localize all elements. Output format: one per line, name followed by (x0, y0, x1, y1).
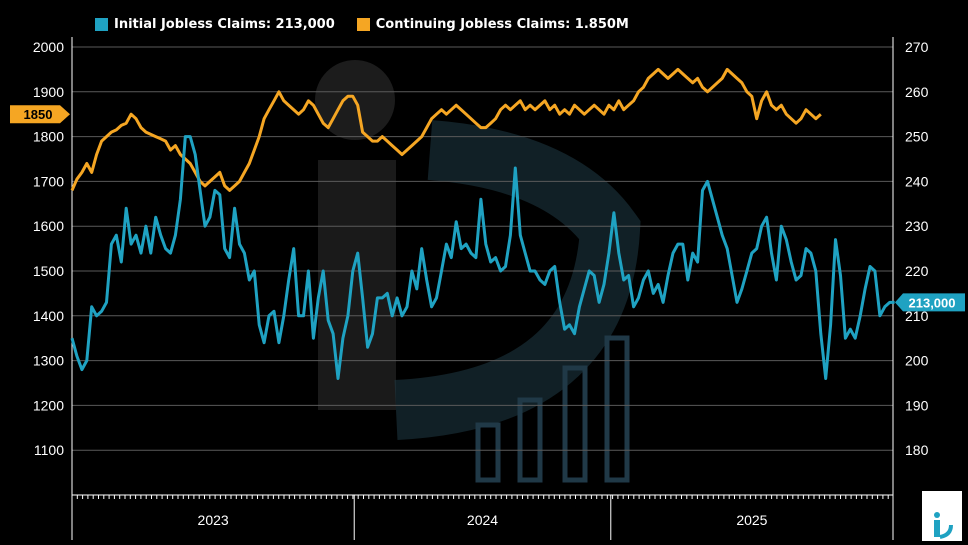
series-line-initial-claims (70, 135, 895, 380)
right-tick-label: 200 (905, 353, 929, 369)
x-tick-label: 2025 (736, 512, 767, 528)
brand-logo (922, 491, 962, 541)
left-tick-label: 1500 (33, 263, 64, 279)
left-tick-label: 1800 (33, 129, 64, 145)
left-tick-label: 1900 (33, 84, 64, 100)
value-tags: 1850 213,000 (10, 105, 965, 312)
legend-label-continuing: Continuing Jobless Claims: 1.850M (375, 17, 629, 32)
right-value-tag (895, 293, 965, 312)
watermark-stem (318, 160, 396, 410)
right-tick-label: 210 (905, 308, 929, 324)
right-tick-label: 220 (905, 263, 929, 279)
legend-item-initial-claims: Initial Jobless Claims: 213,000 (95, 17, 335, 32)
left-tick-label: 1100 (34, 442, 64, 458)
left-tick-label: 1400 (33, 308, 64, 324)
watermark-bar (475, 422, 501, 483)
x-tick-label: 2023 (198, 512, 229, 528)
right-tick-label: 250 (905, 129, 929, 145)
watermark-bar (517, 397, 543, 483)
watermark-bar (562, 365, 588, 483)
left-value-tag (10, 105, 70, 124)
right-tick-label: 260 (905, 84, 929, 100)
brand-logo-icon (934, 512, 953, 539)
left-axis-ticks: 1100 1200 1300 1400 1500 1600 1700 1800 1900 2000 (33, 39, 64, 458)
left-tick-label: 1300 (33, 353, 64, 369)
x-tick-label: 2024 (467, 512, 498, 528)
right-axis-ticks: 180 190 200 210 220 230 240 250 260 270 (905, 39, 929, 458)
legend-label-initial: Initial Jobless Claims: 213,000 (114, 17, 335, 32)
legend: Initial Jobless Claims: 213,000 Continui… (95, 17, 629, 32)
left-value-tag-label: 1850 (24, 107, 53, 122)
watermark-bar (604, 335, 630, 483)
right-tick-label: 230 (905, 218, 929, 234)
x-axis: 2023 2024 2025 (71, 37, 894, 540)
right-tick-label: 190 (905, 397, 929, 413)
left-tick-label: 2000 (33, 39, 64, 55)
right-tick-label: 180 (905, 442, 929, 458)
right-tick-label: 240 (905, 173, 929, 189)
right-value-tag-label: 213,000 (909, 295, 956, 310)
right-tick-label: 270 (905, 39, 929, 55)
legend-item-continuing-claims: Continuing Jobless Claims: 1.850M (356, 17, 629, 32)
legend-swatch-initial (95, 18, 108, 31)
series-layer (70, 67, 895, 380)
left-tick-label: 1600 (33, 218, 64, 234)
left-tick-label: 1700 (33, 173, 64, 189)
left-tick-label: 1200 (33, 397, 64, 413)
legend-swatch-continuing (356, 18, 370, 31)
